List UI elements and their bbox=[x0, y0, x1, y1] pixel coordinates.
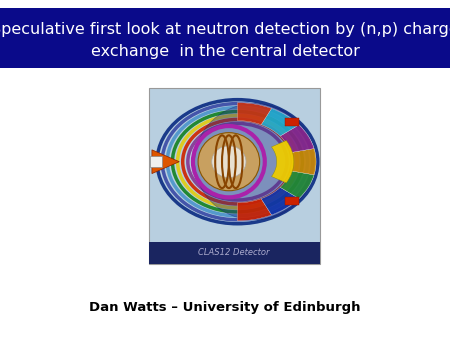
Text: Dan Watts – University of Edinburgh: Dan Watts – University of Edinburgh bbox=[89, 301, 361, 314]
Bar bbox=[148, 88, 320, 264]
Bar bbox=[148, 242, 320, 264]
Wedge shape bbox=[280, 171, 314, 198]
Bar bbox=[0, 8, 450, 68]
Bar bbox=[285, 197, 299, 205]
Ellipse shape bbox=[212, 146, 246, 177]
Wedge shape bbox=[238, 103, 271, 125]
Wedge shape bbox=[261, 108, 299, 136]
Text: Speculative first look at neutron detection by (n,p) charge: Speculative first look at neutron detect… bbox=[0, 22, 450, 37]
Text: CLAS12 Detector: CLAS12 Detector bbox=[198, 248, 270, 257]
Ellipse shape bbox=[198, 132, 260, 191]
Polygon shape bbox=[152, 150, 179, 174]
Text: exchange  in the central detector: exchange in the central detector bbox=[90, 44, 360, 58]
Wedge shape bbox=[280, 125, 314, 152]
Wedge shape bbox=[261, 187, 299, 215]
Wedge shape bbox=[271, 141, 294, 183]
Wedge shape bbox=[238, 199, 271, 221]
Wedge shape bbox=[291, 149, 316, 175]
Bar bbox=[285, 118, 299, 126]
Bar bbox=[150, 156, 162, 167]
Ellipse shape bbox=[195, 104, 315, 220]
